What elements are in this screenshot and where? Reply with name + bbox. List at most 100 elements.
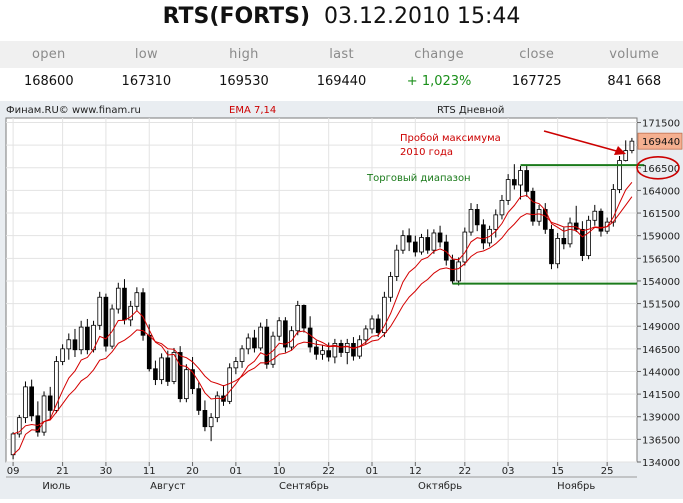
y-tick-label: 144000 bbox=[642, 367, 680, 378]
x-tick-label: 09 bbox=[7, 466, 20, 477]
candle-down bbox=[264, 326, 270, 365]
candle bbox=[208, 413, 214, 442]
candle-down bbox=[338, 343, 344, 353]
candle bbox=[283, 317, 288, 353]
candle bbox=[592, 204, 598, 226]
candle-up bbox=[10, 433, 16, 456]
page-title: RTS(FORTS) 03.12.2010 15:44 bbox=[0, 4, 683, 29]
candle-down bbox=[413, 241, 418, 253]
month-label: Август bbox=[150, 481, 185, 492]
x-tick-label: 25 bbox=[601, 466, 614, 477]
candle-up bbox=[208, 417, 214, 428]
candle-up bbox=[214, 395, 220, 419]
chart-source: Финам.RU© www.finam.ru bbox=[6, 105, 141, 116]
candle bbox=[580, 221, 585, 262]
quote-table-header: open low high last change close volume bbox=[0, 41, 683, 68]
y-axis: 134000 136500 139000 141500 144000 146500 1490… bbox=[636, 119, 683, 469]
candle-up bbox=[332, 343, 338, 358]
candle bbox=[629, 137, 635, 154]
candle bbox=[530, 187, 536, 226]
x-tick-label: 20 bbox=[186, 466, 199, 477]
value-change: + 1,023% bbox=[406, 74, 472, 89]
candle-down bbox=[512, 179, 517, 186]
candle-down bbox=[351, 343, 356, 357]
candle-down bbox=[375, 318, 381, 333]
annotations: Торговый диапазон Пробой максимума 2010 го… bbox=[366, 130, 645, 285]
y-tick-label: 139000 bbox=[642, 413, 680, 424]
candle-down bbox=[326, 350, 332, 358]
y-tick-label: 156500 bbox=[642, 254, 680, 265]
candle bbox=[332, 338, 338, 364]
candle bbox=[115, 282, 121, 314]
candle bbox=[276, 317, 282, 341]
candle bbox=[245, 333, 251, 355]
candle bbox=[134, 287, 140, 311]
candle bbox=[41, 391, 47, 436]
candle bbox=[184, 364, 189, 403]
candle bbox=[239, 345, 245, 368]
candle-up bbox=[431, 232, 437, 251]
candle-down bbox=[598, 210, 604, 232]
candle bbox=[60, 344, 65, 366]
candle-down bbox=[122, 287, 127, 321]
y-tick-label: 134000 bbox=[642, 458, 680, 469]
candle-up bbox=[245, 337, 251, 350]
candle-down bbox=[283, 320, 288, 348]
candle-up bbox=[97, 296, 103, 326]
candle bbox=[524, 165, 530, 197]
header-close: close bbox=[519, 47, 555, 62]
candle bbox=[29, 379, 34, 422]
ema-slow-line bbox=[12, 196, 633, 435]
candle-down bbox=[29, 386, 34, 417]
value-close: 167725 bbox=[511, 74, 562, 89]
candle-down bbox=[103, 296, 109, 347]
candle bbox=[617, 156, 622, 194]
candle bbox=[369, 315, 375, 334]
candle bbox=[320, 345, 325, 360]
candle bbox=[536, 204, 542, 226]
annotation-range: Торговый диапазон bbox=[366, 173, 471, 184]
candle bbox=[196, 382, 202, 415]
candle-up bbox=[357, 339, 362, 357]
candle-up bbox=[171, 352, 177, 382]
value-high: 169530 bbox=[219, 74, 269, 89]
candle bbox=[598, 208, 604, 237]
candle bbox=[567, 217, 573, 248]
x-tick-label: 01 bbox=[366, 466, 379, 477]
candles bbox=[10, 137, 635, 460]
x-tick-label: 22 bbox=[322, 466, 335, 477]
candle bbox=[431, 229, 437, 254]
y-tick-label: 171500 bbox=[642, 119, 680, 130]
candle bbox=[481, 219, 486, 250]
candle-up bbox=[41, 395, 47, 433]
candle bbox=[103, 293, 109, 352]
candle-down bbox=[313, 346, 319, 355]
candle-down bbox=[549, 228, 554, 265]
candle-down bbox=[153, 368, 158, 381]
candle-up bbox=[499, 199, 505, 216]
candle-up bbox=[54, 361, 59, 411]
month-label: Июль bbox=[42, 481, 70, 492]
candle-up bbox=[394, 249, 400, 277]
candle-up bbox=[456, 261, 461, 282]
candle-down bbox=[573, 222, 579, 230]
candle-up bbox=[239, 348, 245, 362]
month-label: Ноябрь bbox=[557, 481, 595, 492]
candle-down bbox=[474, 209, 480, 226]
y-tick-label: 154000 bbox=[642, 277, 680, 288]
plot-area bbox=[5, 117, 638, 463]
last-price-box bbox=[637, 132, 683, 150]
candlestick-chart: Финам.RU© www.finam.ru EMA 7,14 RTS Днев… bbox=[5, 105, 683, 492]
candle bbox=[474, 204, 480, 232]
candle-up bbox=[518, 170, 523, 186]
candle bbox=[202, 400, 208, 432]
x-tick-label: 30 bbox=[100, 466, 113, 477]
x-tick-label: 03 bbox=[502, 466, 515, 477]
candle bbox=[462, 227, 468, 266]
candle-up bbox=[382, 296, 387, 333]
y-tick-label: 164000 bbox=[642, 186, 680, 197]
candle bbox=[128, 300, 133, 327]
y-tick-label: 151500 bbox=[642, 300, 680, 311]
candle bbox=[109, 304, 115, 349]
last-price-label: 169440 bbox=[642, 137, 680, 148]
